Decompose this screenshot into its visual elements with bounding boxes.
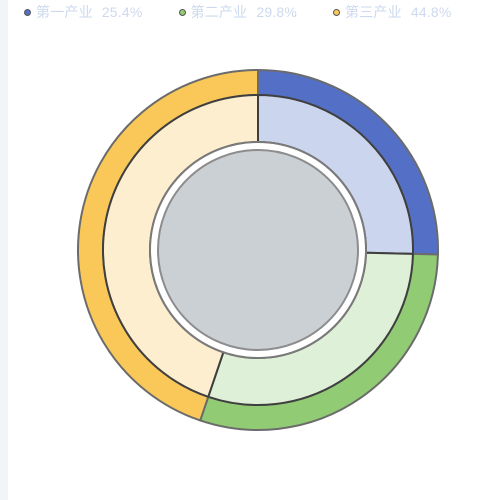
- legend-percent-tertiary-industry: 44.8%: [410, 4, 452, 20]
- legend-marker-secondary-industry: [178, 8, 186, 16]
- legend-marker-tertiary-industry: [333, 8, 341, 16]
- center-disc: [157, 149, 359, 351]
- chart-legend: 第一产业 25.4% 第二产业 29.8% 第三产业 44.8%: [24, 3, 500, 21]
- legend-percent-primary-industry: 25.4%: [101, 4, 143, 20]
- left-edge-strip: [0, 0, 8, 500]
- legend-marker-primary-industry: [24, 8, 31, 16]
- legend-label-tertiary-industry: 第三产业: [345, 4, 402, 20]
- legend-item-secondary-industry[interactable]: 第二产业 29.8%: [178, 2, 298, 22]
- legend-percent-secondary-industry: 29.8%: [256, 4, 298, 20]
- legend-label-primary-industry: 第一产业: [36, 4, 93, 20]
- legend-item-tertiary-industry[interactable]: 第三产业 44.8%: [333, 2, 452, 22]
- legend-item-primary-industry[interactable]: 第一产业 25.4%: [24, 2, 143, 22]
- legend-label-secondary-industry: 第二产业: [190, 4, 248, 20]
